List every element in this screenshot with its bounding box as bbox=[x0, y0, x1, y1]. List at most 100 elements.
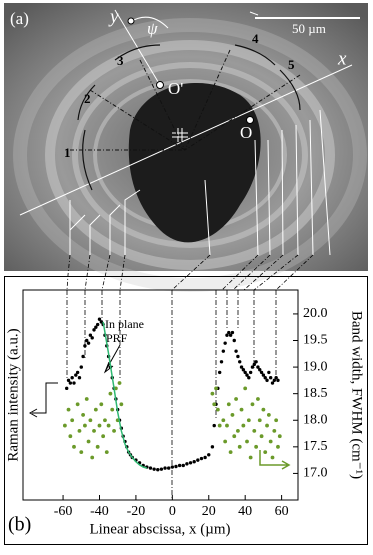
point bbox=[97, 317, 102, 321]
point bbox=[152, 467, 156, 471]
point bbox=[93, 407, 98, 412]
point bbox=[266, 413, 271, 417]
point bbox=[92, 328, 96, 332]
point bbox=[174, 464, 178, 469]
origin2-dot bbox=[156, 81, 164, 89]
origin-label: O bbox=[240, 123, 252, 142]
labels-a: (a) 50 µm x y ψ O' O bbox=[10, 6, 347, 142]
fit-line bbox=[102, 321, 148, 469]
point bbox=[210, 391, 215, 396]
point bbox=[85, 338, 89, 343]
point bbox=[159, 467, 164, 471]
point bbox=[252, 362, 256, 367]
point bbox=[261, 373, 266, 377]
y2-tick-label: 20.0 bbox=[303, 306, 328, 321]
point bbox=[110, 407, 115, 412]
point bbox=[276, 378, 280, 383]
point bbox=[72, 444, 76, 449]
y2-axis-title: Band width, FWHM (cm⁻¹) bbox=[349, 311, 365, 479]
point bbox=[148, 466, 153, 470]
point bbox=[72, 381, 76, 385]
point bbox=[75, 370, 80, 375]
point bbox=[81, 354, 85, 359]
point bbox=[237, 444, 242, 449]
point bbox=[221, 349, 226, 353]
point bbox=[259, 370, 264, 375]
point bbox=[256, 397, 260, 401]
point bbox=[77, 376, 82, 380]
point bbox=[243, 386, 248, 391]
y-axis-title: Raman intensity (a.u.) bbox=[5, 328, 21, 461]
point bbox=[232, 338, 236, 343]
point bbox=[75, 402, 80, 407]
point bbox=[263, 376, 267, 380]
point bbox=[223, 439, 228, 444]
point bbox=[225, 423, 229, 428]
y-axis-label: y bbox=[108, 6, 119, 27]
point bbox=[210, 445, 215, 449]
point bbox=[192, 460, 196, 464]
x-tick-label: 60 bbox=[275, 504, 289, 519]
point bbox=[79, 365, 83, 369]
point bbox=[270, 381, 275, 385]
point bbox=[232, 434, 237, 439]
point bbox=[274, 418, 279, 423]
point bbox=[268, 439, 273, 444]
point bbox=[94, 325, 98, 329]
arcs bbox=[77, 44, 301, 191]
point bbox=[196, 458, 200, 462]
point bbox=[230, 330, 235, 335]
point bbox=[177, 463, 182, 468]
point bbox=[230, 413, 235, 417]
point bbox=[79, 450, 84, 455]
point bbox=[270, 455, 275, 460]
point bbox=[112, 428, 116, 433]
point bbox=[252, 428, 257, 433]
point bbox=[234, 349, 238, 353]
point bbox=[74, 373, 78, 377]
point bbox=[267, 370, 271, 375]
point bbox=[170, 465, 175, 469]
point bbox=[83, 423, 87, 428]
scale-bar-label: 50 µm bbox=[292, 21, 326, 36]
point bbox=[90, 336, 94, 340]
x-tick-label: 20 bbox=[202, 504, 216, 519]
left-axis-arrow bbox=[28, 382, 58, 418]
point bbox=[256, 365, 260, 369]
point bbox=[274, 376, 278, 380]
point bbox=[223, 341, 227, 345]
panel-b-frame bbox=[4, 276, 368, 545]
point bbox=[117, 381, 122, 385]
point bbox=[272, 378, 277, 383]
x-tick-label: 40 bbox=[238, 504, 252, 519]
point bbox=[181, 463, 185, 468]
point bbox=[257, 418, 262, 423]
point bbox=[185, 462, 189, 466]
point-label: 3 bbox=[117, 53, 124, 68]
point bbox=[97, 423, 102, 428]
point bbox=[254, 444, 259, 449]
point bbox=[66, 407, 71, 412]
point bbox=[207, 453, 211, 457]
point bbox=[212, 423, 216, 428]
point bbox=[108, 391, 113, 396]
point bbox=[103, 418, 107, 423]
point bbox=[259, 434, 264, 439]
point bbox=[62, 423, 67, 428]
point bbox=[90, 455, 95, 460]
point bbox=[228, 333, 233, 337]
point bbox=[221, 418, 226, 423]
y2-tick-label: 17.5 bbox=[303, 439, 328, 454]
point bbox=[227, 330, 231, 335]
radial-lines bbox=[70, 49, 301, 151]
point bbox=[163, 466, 167, 470]
point bbox=[88, 333, 93, 337]
guide-lines bbox=[66, 290, 277, 500]
point bbox=[99, 320, 104, 324]
annotation: PRF bbox=[106, 331, 128, 345]
point bbox=[77, 428, 82, 433]
point bbox=[217, 370, 222, 375]
right-axis-arrow bbox=[259, 450, 291, 470]
point bbox=[236, 428, 240, 433]
point bbox=[254, 360, 258, 364]
